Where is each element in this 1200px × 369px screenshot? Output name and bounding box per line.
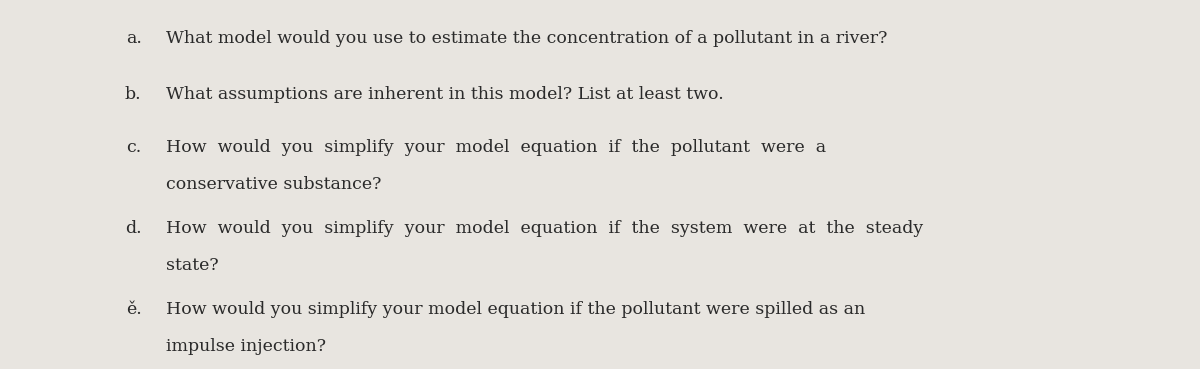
Text: What model would you use to estimate the concentration of a pollutant in a river: What model would you use to estimate the… (166, 30, 887, 47)
Text: ě.: ě. (126, 301, 142, 318)
Text: How  would  you  simplify  your  model  equation  if  the  pollutant  were  a: How would you simplify your model equati… (166, 139, 826, 156)
Text: state?: state? (166, 257, 218, 274)
Text: b.: b. (125, 86, 142, 103)
Text: impulse injection?: impulse injection? (166, 338, 325, 355)
Text: How would you simplify your model equation if the pollutant were spilled as an: How would you simplify your model equati… (166, 301, 865, 318)
Text: How  would  you  simplify  your  model  equation  if  the  system  were  at  the: How would you simplify your model equati… (166, 220, 923, 237)
Text: c.: c. (126, 139, 142, 156)
Text: conservative substance?: conservative substance? (166, 176, 380, 193)
Text: What assumptions are inherent in this model? List at least two.: What assumptions are inherent in this mo… (166, 86, 724, 103)
Text: a.: a. (126, 30, 142, 47)
Text: d.: d. (125, 220, 142, 237)
